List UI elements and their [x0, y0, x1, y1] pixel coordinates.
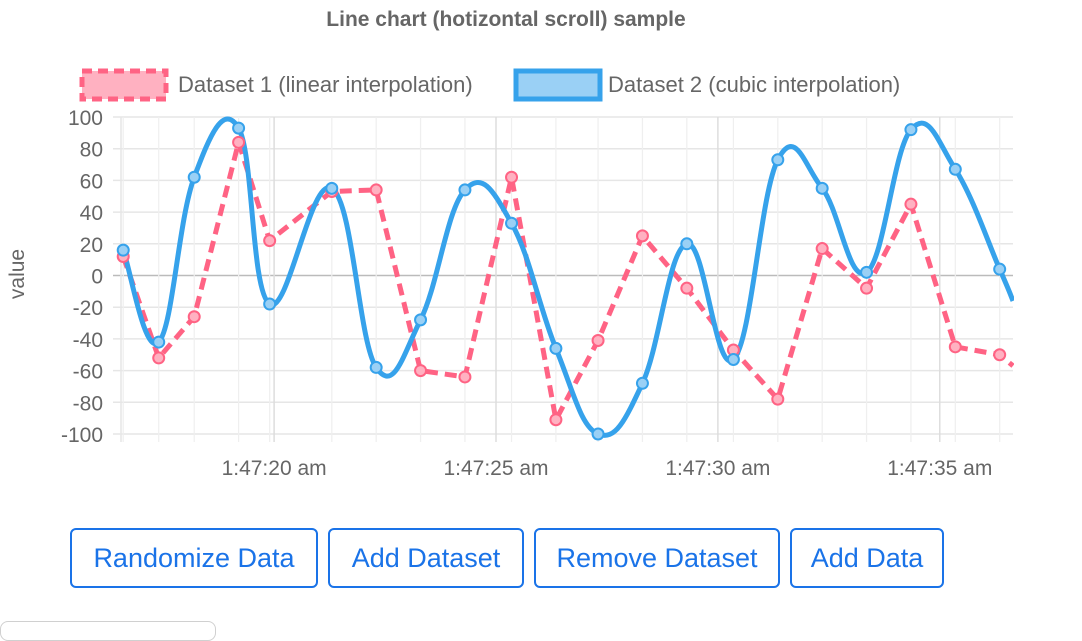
legend[interactable]: Dataset 1 (linear interpolation) Dataset … — [79, 68, 900, 102]
x-axis-ticks: 1:47:20 am 1:47:25 am 1:47:30 am 1:47:35 am — [222, 457, 993, 480]
y-tick-label: 100 — [68, 107, 103, 130]
legend-label-1: Dataset 1 (linear interpolation) — [178, 72, 473, 97]
button-row: Randomize Data Add Dataset Remove Datase… — [70, 528, 944, 588]
data-point — [904, 123, 918, 137]
line-chart: Line chart (hotizontal scroll) sample 10… — [6, 8, 1014, 480]
data-point — [948, 340, 962, 354]
data-point — [505, 216, 519, 230]
data-point — [325, 181, 339, 195]
x-tick-label: 1:47:20 am — [222, 457, 327, 480]
legend-label-2: Dataset 2 (cubic interpolation) — [608, 72, 900, 97]
data-point — [726, 353, 740, 367]
data-point — [815, 181, 829, 195]
chart-container: Line chart (hotizontal scroll) sample 10… — [6, 8, 1014, 480]
data-point — [993, 262, 1007, 276]
data-point — [414, 364, 428, 378]
data-point — [860, 281, 874, 295]
data-point — [458, 183, 472, 197]
legend-swatch-1 — [79, 68, 169, 102]
partial-panel — [0, 621, 216, 641]
data-point — [458, 370, 472, 384]
data-point — [948, 162, 962, 176]
y-tick-label: 80 — [80, 139, 103, 162]
data-point — [187, 310, 201, 324]
data-point — [771, 392, 785, 406]
series-layer — [120, 116, 1014, 438]
data-point — [860, 265, 874, 279]
data-point — [505, 170, 519, 184]
remove-dataset-button[interactable]: Remove Dataset — [534, 528, 780, 588]
x-tick-label: 1:47:25 am — [443, 457, 548, 480]
data-point — [232, 135, 246, 149]
data-point — [369, 183, 383, 197]
y-tick-label: 40 — [80, 202, 103, 225]
y-axis-ticks: 100 80 60 40 20 0 -20 -40 -60 -80 -100 — [61, 107, 103, 447]
data-point — [635, 229, 649, 243]
data-point — [152, 351, 166, 365]
legend-swatch-2 — [513, 68, 603, 102]
data-point — [591, 427, 605, 441]
data-point — [635, 376, 649, 390]
data-point — [904, 197, 918, 211]
data-point — [263, 234, 277, 248]
data-point — [263, 297, 277, 311]
add-dataset-button[interactable]: Add Dataset — [328, 528, 524, 588]
grid — [113, 116, 1013, 442]
y-tick-label: -40 — [73, 329, 103, 352]
data-point — [680, 281, 694, 295]
randomize-data-button[interactable]: Randomize Data — [70, 528, 318, 588]
data-point — [993, 348, 1007, 362]
y-tick-label: -60 — [73, 361, 103, 384]
add-data-button[interactable]: Add Data — [790, 528, 944, 588]
y-tick-label: 60 — [80, 170, 103, 193]
y-axis-label: value — [6, 249, 29, 299]
data-point — [549, 341, 563, 355]
series-line-1 — [120, 139, 1014, 423]
data-point — [771, 153, 785, 167]
data-point — [815, 242, 829, 256]
data-point — [369, 360, 383, 374]
data-point — [549, 413, 563, 427]
data-point — [187, 170, 201, 184]
data-point — [591, 333, 605, 347]
data-point — [232, 121, 246, 135]
y-tick-label: -20 — [73, 297, 103, 320]
data-point — [680, 237, 694, 251]
data-point — [414, 313, 428, 327]
y-tick-label: -80 — [73, 392, 103, 415]
y-tick-label: -100 — [61, 424, 103, 447]
x-tick-label: 1:47:30 am — [665, 457, 770, 480]
data-point — [152, 335, 166, 349]
data-point — [116, 243, 130, 257]
series-line-2 — [120, 116, 1014, 438]
point-layer — [116, 121, 1007, 441]
y-tick-label: 0 — [91, 266, 103, 289]
y-tick-label: 20 — [80, 234, 103, 257]
chart-title: Line chart (hotizontal scroll) sample — [326, 8, 685, 31]
x-tick-label: 1:47:35 am — [887, 457, 992, 480]
